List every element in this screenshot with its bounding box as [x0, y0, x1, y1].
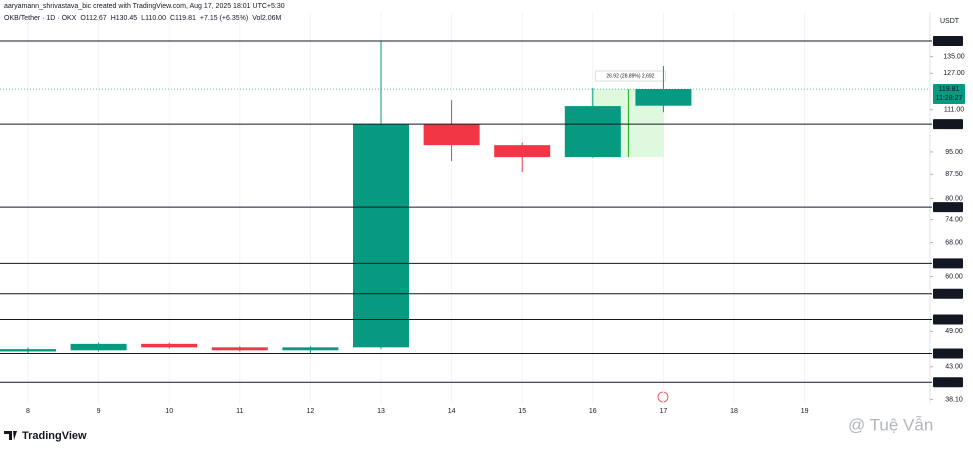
- current-price-bg: [933, 84, 965, 105]
- candle-body: [211, 347, 268, 351]
- currency: USDT: [940, 18, 960, 25]
- x-tick-label: 18: [730, 408, 738, 415]
- candle-body: [70, 343, 127, 351]
- level-label: 51.20: [939, 316, 957, 323]
- candle-body: [423, 124, 480, 146]
- caption: aaryamann_shrivastava_bic created with T…: [4, 3, 285, 10]
- logo: TradingView: [22, 430, 87, 442]
- level-label: 40.62: [939, 379, 957, 386]
- countdown: 11:28:27: [936, 95, 963, 102]
- level-label: 77.49: [939, 204, 957, 211]
- candle-body: [282, 347, 339, 351]
- candle-body: [635, 89, 692, 106]
- candle-body: [564, 106, 621, 158]
- legend-item: O112.67: [80, 15, 106, 22]
- legend-item: Vol2.06M: [252, 15, 281, 22]
- y-tick-label: 87.50: [945, 171, 963, 178]
- current-price-label: 119.81: [939, 86, 960, 93]
- x-tick-label: 17: [660, 408, 668, 415]
- measure-label-bg: [594, 70, 666, 82]
- x-tick-label: 10: [165, 408, 173, 415]
- y-tick-label: 68.00: [945, 239, 963, 246]
- level-label: 62.99: [939, 260, 957, 267]
- x-tick-label: 19: [801, 408, 809, 415]
- watermark: @ Tuệ Vẫn: [848, 415, 933, 434]
- y-tick-label: 74.00: [945, 216, 963, 223]
- y-tick-label: 43.00: [945, 364, 963, 371]
- y-tick-label: 49.00: [945, 328, 963, 335]
- level-label: 105.27: [937, 121, 959, 128]
- level-label-bg: [933, 314, 963, 325]
- legend-item: OKB/Tether · 1D · OKX: [4, 15, 77, 22]
- x-tick-label: 12: [307, 408, 315, 415]
- level-label: 143.01: [937, 38, 959, 45]
- level-label: 56.29: [939, 291, 957, 298]
- legend-item: H130.45: [111, 15, 138, 22]
- legend-item: +7.15 (+6.35%): [200, 15, 248, 22]
- y-tick-label: 111.00: [944, 107, 964, 114]
- x-tick-label: 8: [26, 408, 30, 415]
- level-label-bg: [933, 258, 963, 269]
- y-tick-label: 80.00: [945, 195, 963, 202]
- y-tick-label: 135.00: [943, 54, 965, 61]
- level-label-bg: [933, 202, 963, 213]
- x-tick-label: 16: [589, 408, 597, 415]
- level-label-bg: [933, 119, 963, 130]
- level-label-bg: [933, 288, 963, 299]
- x-tick-label: 9: [97, 408, 101, 415]
- candle-body: [141, 343, 198, 348]
- legend-item: C119.81: [170, 15, 196, 22]
- candle-body: [0, 349, 56, 352]
- y-tick-label: 127.00: [943, 70, 965, 77]
- legend-item: L110.00: [141, 15, 166, 22]
- logo-icon: [4, 431, 17, 440]
- y-tick-label: 95.00: [945, 149, 963, 156]
- x-tick-label: 13: [377, 408, 385, 415]
- level-label-bg: [933, 377, 963, 388]
- x-tick-label: 15: [518, 408, 526, 415]
- x-tick-label: 11: [236, 408, 243, 415]
- measure-label: 26.92 (28.89%) 2,692: [606, 73, 654, 79]
- y-tick-label: 38.10: [945, 396, 963, 403]
- x-tick-label: 14: [448, 408, 456, 415]
- candle-body: [353, 124, 409, 348]
- level-label-bg: [933, 348, 963, 359]
- level-label-bg: [933, 36, 963, 47]
- candle-body: [494, 145, 551, 158]
- y-tick-label: 60.00: [945, 273, 963, 280]
- level-label: 45.16: [939, 350, 957, 357]
